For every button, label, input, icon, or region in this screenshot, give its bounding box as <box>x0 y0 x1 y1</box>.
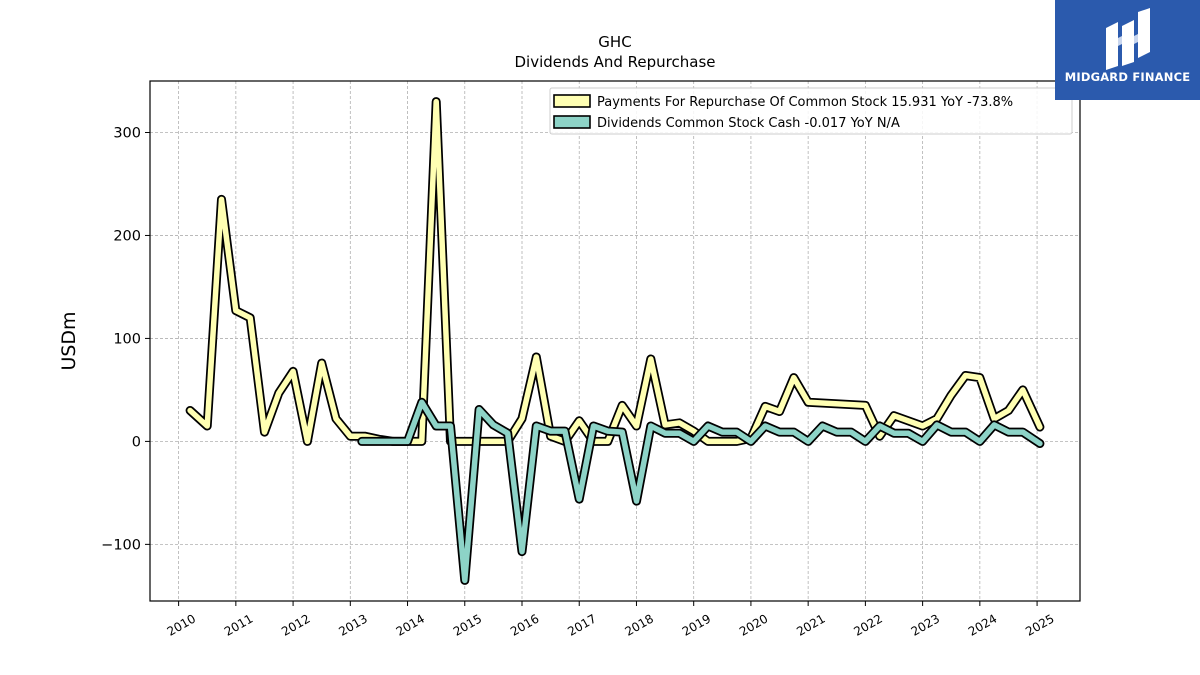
y-axis-label: USDm <box>58 311 80 370</box>
legend-box <box>549 87 1073 135</box>
series-0-line <box>187 98 1043 445</box>
midgard-logo-icon <box>1106 8 1150 70</box>
y-tick-label: 100 <box>113 331 141 347</box>
legend-swatch <box>553 115 591 129</box>
x-tick-label: 2015 <box>451 611 484 638</box>
x-tick-label: 2016 <box>508 611 541 638</box>
plot-frame <box>149 80 1081 602</box>
x-tick-label: 2011 <box>222 611 255 638</box>
brand-logo: MIDGARD FINANCE <box>1055 0 1200 100</box>
x-tick-label: 2012 <box>279 611 312 638</box>
x-tick-label: 2024 <box>966 611 999 638</box>
x-tick-label: 2013 <box>336 611 369 638</box>
x-tick-label: 2020 <box>737 611 770 638</box>
x-tick-label: 2022 <box>851 611 884 638</box>
legend: Payments For Repurchase Of Common Stock … <box>549 87 1073 135</box>
x-tick-label: 2010 <box>165 611 198 638</box>
y-tick-label: −100 <box>101 537 141 553</box>
grid-lines <box>150 81 1080 601</box>
legend-label: Dividends Common Stock Cash -0.017 YoY N… <box>597 116 900 131</box>
chart-title: GHC <box>598 33 631 51</box>
legend-swatch <box>553 94 591 108</box>
chart-subtitle: Dividends And Repurchase <box>514 53 715 71</box>
x-tick-label: 2014 <box>394 611 427 638</box>
x-tick-label: 2019 <box>680 611 713 638</box>
x-tick-label: 2018 <box>623 611 656 638</box>
brand-name: MIDGARD FINANCE <box>1064 70 1191 84</box>
y-tick-label: 0 <box>132 434 141 450</box>
x-tick-label: 2021 <box>794 611 827 638</box>
x-tick-label: 2025 <box>1023 611 1056 638</box>
x-tick-label: 2023 <box>909 611 942 638</box>
legend-label: Payments For Repurchase Of Common Stock … <box>597 95 1013 110</box>
series-group <box>185 97 1045 585</box>
y-tick-label: 200 <box>113 228 141 244</box>
series-1-line <box>359 399 1043 584</box>
y-tick-label: 300 <box>113 125 141 141</box>
x-tick-label: 2017 <box>565 611 598 638</box>
